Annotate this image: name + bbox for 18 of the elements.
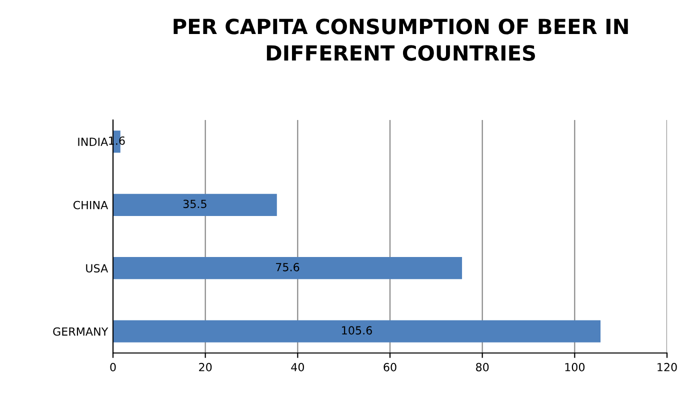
x-tick-label: 120 (658, 362, 677, 372)
x-tick-label: 100 (565, 362, 585, 372)
y-tick-label: INDIA (78, 138, 108, 146)
bar (113, 320, 601, 342)
x-tick-label: 0 (110, 362, 116, 372)
y-tick-label: CHINA (73, 200, 108, 210)
bar (113, 257, 462, 280)
bar (113, 194, 277, 216)
data-label: 35.5 (183, 200, 206, 208)
x-tick-label: 60 (384, 362, 396, 372)
data-label: 105.6 (342, 326, 372, 335)
y-tick-label: USA (86, 264, 108, 272)
data-label: 75.6 (276, 262, 300, 272)
chart-title: PER CAPITA CONSUMPTION OF BEER IN DIFFERENT COUNTRIES (174, 18, 628, 61)
x-tick-label: 40 (291, 362, 304, 372)
y-tick-label: GERMANY (53, 327, 108, 336)
x-tick-label: 20 (199, 362, 212, 372)
x-tick-label: 80 (476, 362, 489, 372)
